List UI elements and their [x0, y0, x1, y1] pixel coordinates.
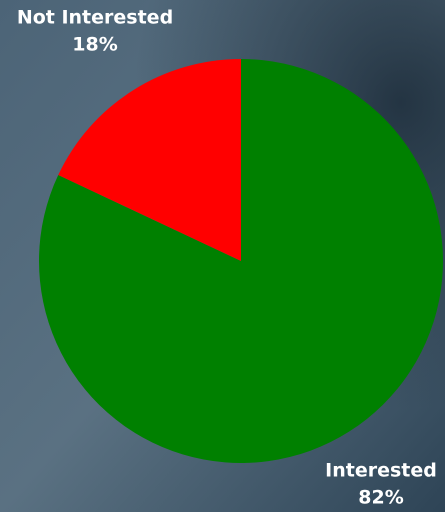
slice-value-label: 18% [72, 34, 117, 56]
pie-slice [58, 59, 242, 261]
slice-label: Interested [325, 460, 437, 482]
slice-value-label: 82% [358, 487, 403, 509]
pie-slice [38, 59, 443, 463]
slice-label: Not Interested [17, 7, 173, 29]
